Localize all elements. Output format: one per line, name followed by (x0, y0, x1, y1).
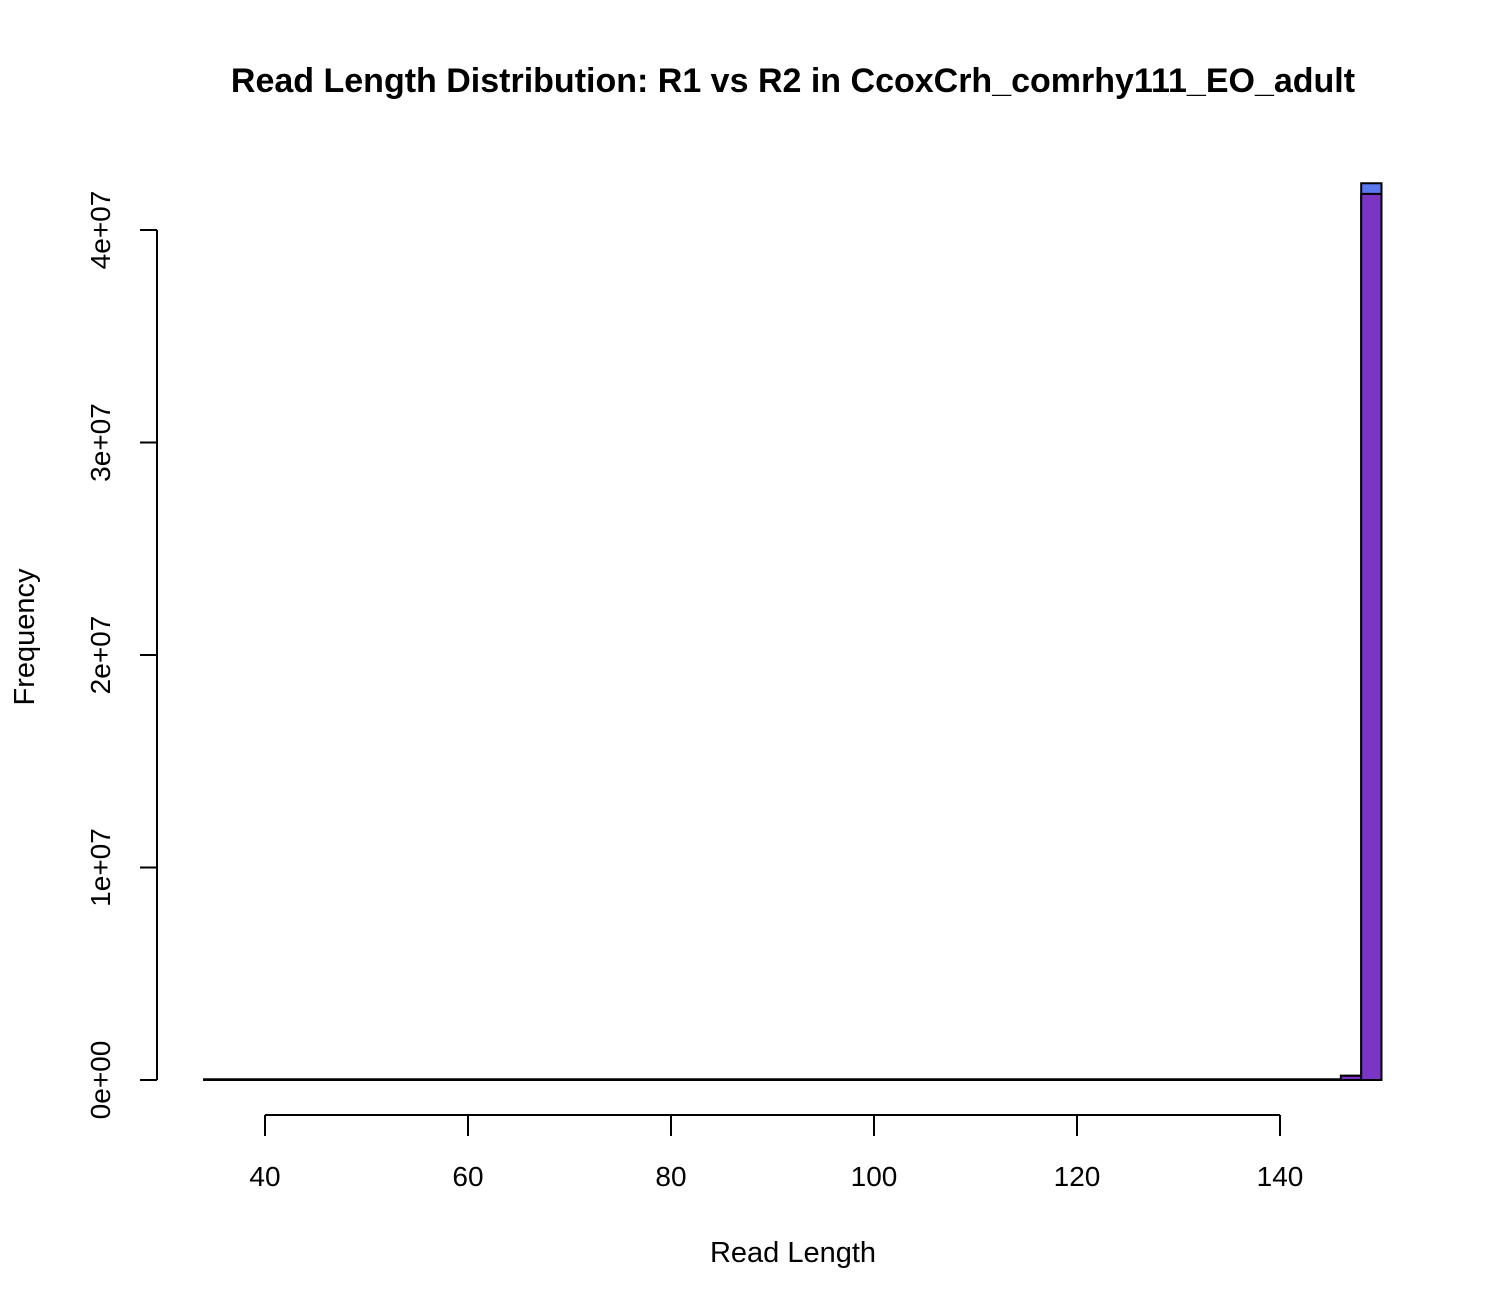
x-axis: 40 60 80 100 120 140 (249, 1114, 1304, 1192)
x-tick-label: 140 (1257, 1161, 1304, 1192)
chart-title: Read Length Distribution: R1 vs R2 in Cc… (231, 62, 1355, 100)
x-axis-label: Read Length (710, 1237, 876, 1269)
bars-layer (203, 182, 1383, 1082)
y-tick-label: 2e+07 (85, 616, 116, 695)
bar-series-2-bin-3 (1360, 192, 1383, 1081)
x-tick-label: 40 (249, 1161, 280, 1192)
y-tick-label: 1e+07 (85, 828, 116, 907)
y-tick-label: 3e+07 (85, 403, 116, 482)
x-tick-label: 60 (452, 1161, 483, 1192)
x-tick-label: 100 (851, 1161, 898, 1192)
bar-series-2-bin-2 (1339, 1074, 1363, 1081)
y-tick-label: 4e+07 (85, 191, 116, 270)
y-axis-label: Frequency (9, 568, 41, 706)
y-tick-label: 0e+00 (85, 1041, 116, 1120)
bar-series-2-bin-1 (203, 1078, 1342, 1082)
x-tick-label: 120 (1054, 1161, 1101, 1192)
x-tick-label: 80 (655, 1161, 686, 1192)
y-axis: 0e+00 1e+07 2e+07 3e+07 4e+07 (85, 191, 158, 1120)
